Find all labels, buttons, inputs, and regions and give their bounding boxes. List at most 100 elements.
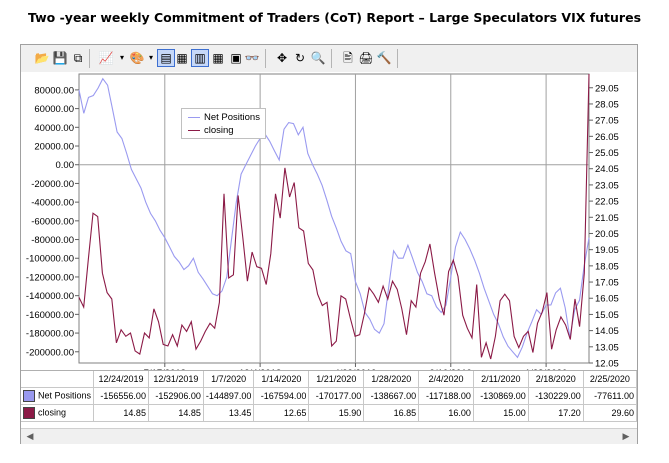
right-y-tick-label: 21.05 [595, 213, 619, 224]
legend-line-net-positions [188, 117, 200, 118]
table-cell: 15.90 [308, 404, 365, 422]
scroll-left-icon[interactable]: ◀ [26, 431, 34, 441]
left-y-tick-label: -160000.00 [26, 310, 74, 321]
right-y-tick-label: 13.05 [595, 342, 619, 353]
table-cell: 14.85 [93, 404, 149, 422]
x-tick-label: 1/28/2020 [525, 368, 567, 370]
copy-icon[interactable]: ⧉ [73, 51, 83, 65]
toolbar-separator [331, 49, 332, 68]
table-row: Net Positions -156556.00 -152906.00 -144897… [21, 387, 638, 405]
table-cell: 15.00 [473, 404, 529, 422]
horizontal-scrollbar[interactable]: ◀ ▶ [21, 428, 637, 444]
plot-frame [78, 73, 590, 364]
print-preview-icon[interactable]: 🖹 [343, 51, 353, 65]
rotate-icon[interactable]: ↻ [294, 51, 306, 65]
left-y-tick-label: 20000.00 [34, 142, 74, 153]
table-column-header: 12/24/2019 [93, 371, 149, 388]
table-header-row: 12/24/2019 12/31/2019 1/7/2020 1/14/2020 1/2… [21, 371, 638, 388]
table-cell: 12.65 [253, 404, 310, 422]
left-y-tick-label: -120000.00 [26, 272, 74, 283]
right-y-tick-label: 23.05 [595, 180, 619, 191]
scroll-right-icon[interactable]: ▶ [622, 431, 630, 441]
save-icon[interactable]: 💾 [52, 51, 68, 65]
zoom-icon[interactable]: 🔍 [310, 51, 326, 65]
3d-glasses-icon[interactable]: 👓 [244, 51, 260, 65]
table-cell: 29.60 [583, 404, 638, 422]
table-column-header: 2/4/2020 [418, 371, 474, 388]
table-cell: 16.00 [418, 404, 474, 422]
right-y-tick-label: 28.05 [595, 99, 619, 110]
table-column-header: 12/31/2019 [148, 371, 204, 388]
table-column-header: 2/25/2020 [583, 371, 638, 388]
data-table-icon[interactable]: ▥ [191, 49, 209, 67]
left-y-tick-label: -200000.00 [26, 347, 74, 358]
legend-toggle-icon[interactable]: ▤ [157, 49, 175, 67]
toolbar-separator [265, 49, 266, 68]
open-folder-icon[interactable]: 📂 [34, 51, 50, 65]
left-y-tick-label: 80000.00 [34, 85, 74, 96]
left-y-tick-label: -20000.00 [31, 179, 74, 190]
palette-icon[interactable]: 🎨 [129, 51, 145, 65]
right-y-tick-label: 19.05 [595, 245, 619, 256]
left-y-tick-label: -60000.00 [31, 216, 74, 227]
grid-icon[interactable]: ▦ [212, 51, 224, 65]
legend-label-closing: closing [204, 125, 234, 136]
right-y-tick-label: 17.05 [595, 278, 619, 289]
data-grid: 12/24/2019 12/31/2019 1/7/2020 1/14/2020 1/2… [21, 371, 638, 422]
table-cell: -130229.00 [528, 387, 584, 405]
table-corner-cell [21, 371, 95, 388]
table-cell: -167594.00 [253, 387, 310, 405]
right-y-tick-label: 27.05 [595, 116, 619, 127]
legend[interactable]: Net Positions closing [181, 108, 266, 139]
table-cell: -130869.00 [473, 387, 529, 405]
chart-svg: 7/17/2018 12/4/2018 4/23/2019 9/10/2019 1/28… [26, 73, 619, 370]
data-table: 12/24/2019 12/31/2019 1/7/2020 1/14/2020 1/2… [21, 370, 638, 429]
right-y-tick-label: 24.05 [595, 164, 619, 175]
left-y-tick-label: -140000.00 [26, 291, 74, 302]
toolbar-separator [397, 49, 398, 68]
chart-type-dropdown-icon[interactable]: ▾ [119, 53, 124, 62]
table-cell: 16.85 [363, 404, 420, 422]
report-title: Two -year weekly Commitment of Traders (… [27, 10, 642, 25]
right-y-tick-label: 25.05 [595, 148, 619, 159]
table-column-header: 1/14/2020 [253, 371, 310, 388]
palette-dropdown-icon[interactable]: ▾ [148, 53, 153, 62]
x-tick-label: 12/4/2018 [239, 368, 281, 370]
properties-hammer-icon[interactable]: 🔨 [376, 51, 392, 65]
toolbar-separator [89, 49, 90, 68]
axis-toggle-icon[interactable]: ▦ [176, 51, 188, 65]
x-tick-label: 7/17/2018 [144, 368, 186, 370]
left-y-tick-label: -80000.00 [31, 235, 74, 246]
table-cell: 17.20 [528, 404, 584, 422]
table-row-header: Net Positions [21, 387, 95, 405]
left-y-tick-label: 0.00 [56, 160, 75, 171]
table-row-label: closing [38, 407, 67, 418]
table-column-header: 2/18/2020 [528, 371, 584, 388]
print-icon[interactable]: 🖨 [358, 51, 374, 65]
table-cell: -117188.00 [418, 387, 474, 405]
table-row-label: Net Positions [38, 390, 92, 401]
left-y-tick-label: 60000.00 [34, 104, 74, 115]
table-cell: -156556.00 [93, 387, 149, 405]
table-cell: -77611.00 [583, 387, 638, 405]
table-row-header: closing [21, 404, 95, 422]
table-cell: -170177.00 [308, 387, 365, 405]
right-y-tick-label: 16.05 [595, 294, 619, 305]
left-y-tick-label: -100000.00 [26, 254, 74, 265]
legend-label-net-positions: Net Positions [204, 112, 260, 123]
table-row: closing 14.85 14.85 13.45 12.65 15.90 16.85 16.… [21, 404, 638, 422]
chart-window: 📂💾⧉📈▾🎨▾▤▦▥▦▣👓✥↻🔍🖹🖨🔨 7/17/201812/4/20184/… [20, 44, 638, 444]
left-y-tick-label: 40000.00 [34, 123, 74, 134]
series-line-closing [78, 73, 590, 360]
chart-type-icon[interactable]: 📈 [98, 51, 114, 65]
table-cell: -138667.00 [363, 387, 420, 405]
right-y-tick-label: 18.05 [595, 261, 619, 272]
toolbar: 📂 💾 ⧉ 📈 ▾ 🎨 ▾ ▤ ▦ ▥ ▦ ▣ 👓 ✥ ↻ 🔍 🖹 🖨 🔨 [21, 45, 637, 73]
left-y-tick-label: -40000.00 [31, 198, 74, 209]
table-column-header: 1/7/2020 [203, 371, 255, 388]
table-cell: -144897.00 [203, 387, 255, 405]
table-cell: 13.45 [203, 404, 255, 422]
chart-editor-icon[interactable]: ▣ [230, 51, 242, 65]
pan-move-icon[interactable]: ✥ [276, 51, 288, 65]
series-line-net-positions [78, 77, 590, 359]
